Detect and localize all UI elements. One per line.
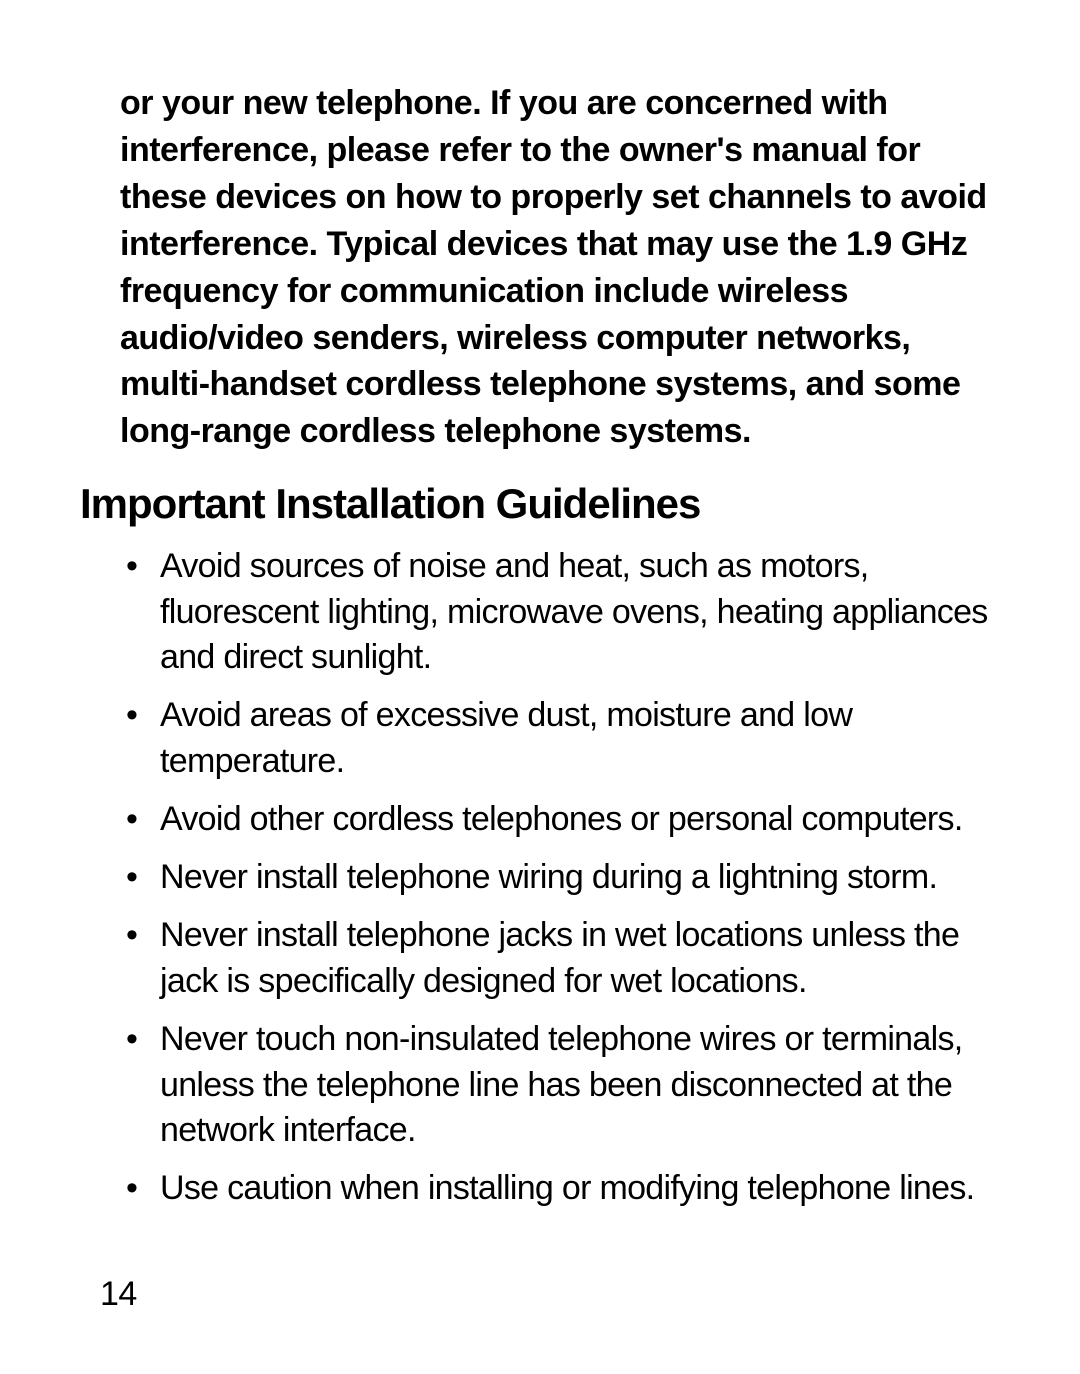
list-item: Avoid areas of excessive dust, moisture …	[160, 693, 1000, 785]
list-item: Never install telephone wiring during a …	[160, 855, 1000, 901]
document-page: or your new telephone. If you are concer…	[0, 0, 1080, 1374]
list-item: Use caution when installing or modifying…	[160, 1166, 1000, 1212]
page-number: 14	[100, 1275, 137, 1314]
list-item: Never install telephone jacks in wet loc…	[160, 913, 1000, 1005]
list-item: Avoid other cordless telephones or perso…	[160, 797, 1000, 843]
guidelines-list: Avoid sources of noise and heat, such as…	[120, 544, 1000, 1213]
section-heading: Important Installation Guidelines	[80, 479, 1000, 529]
list-item: Avoid sources of noise and heat, such as…	[160, 544, 1000, 682]
list-item: Never touch non-insulated telephone wire…	[160, 1017, 1000, 1155]
intro-paragraph: or your new telephone. If you are concer…	[120, 80, 1000, 455]
